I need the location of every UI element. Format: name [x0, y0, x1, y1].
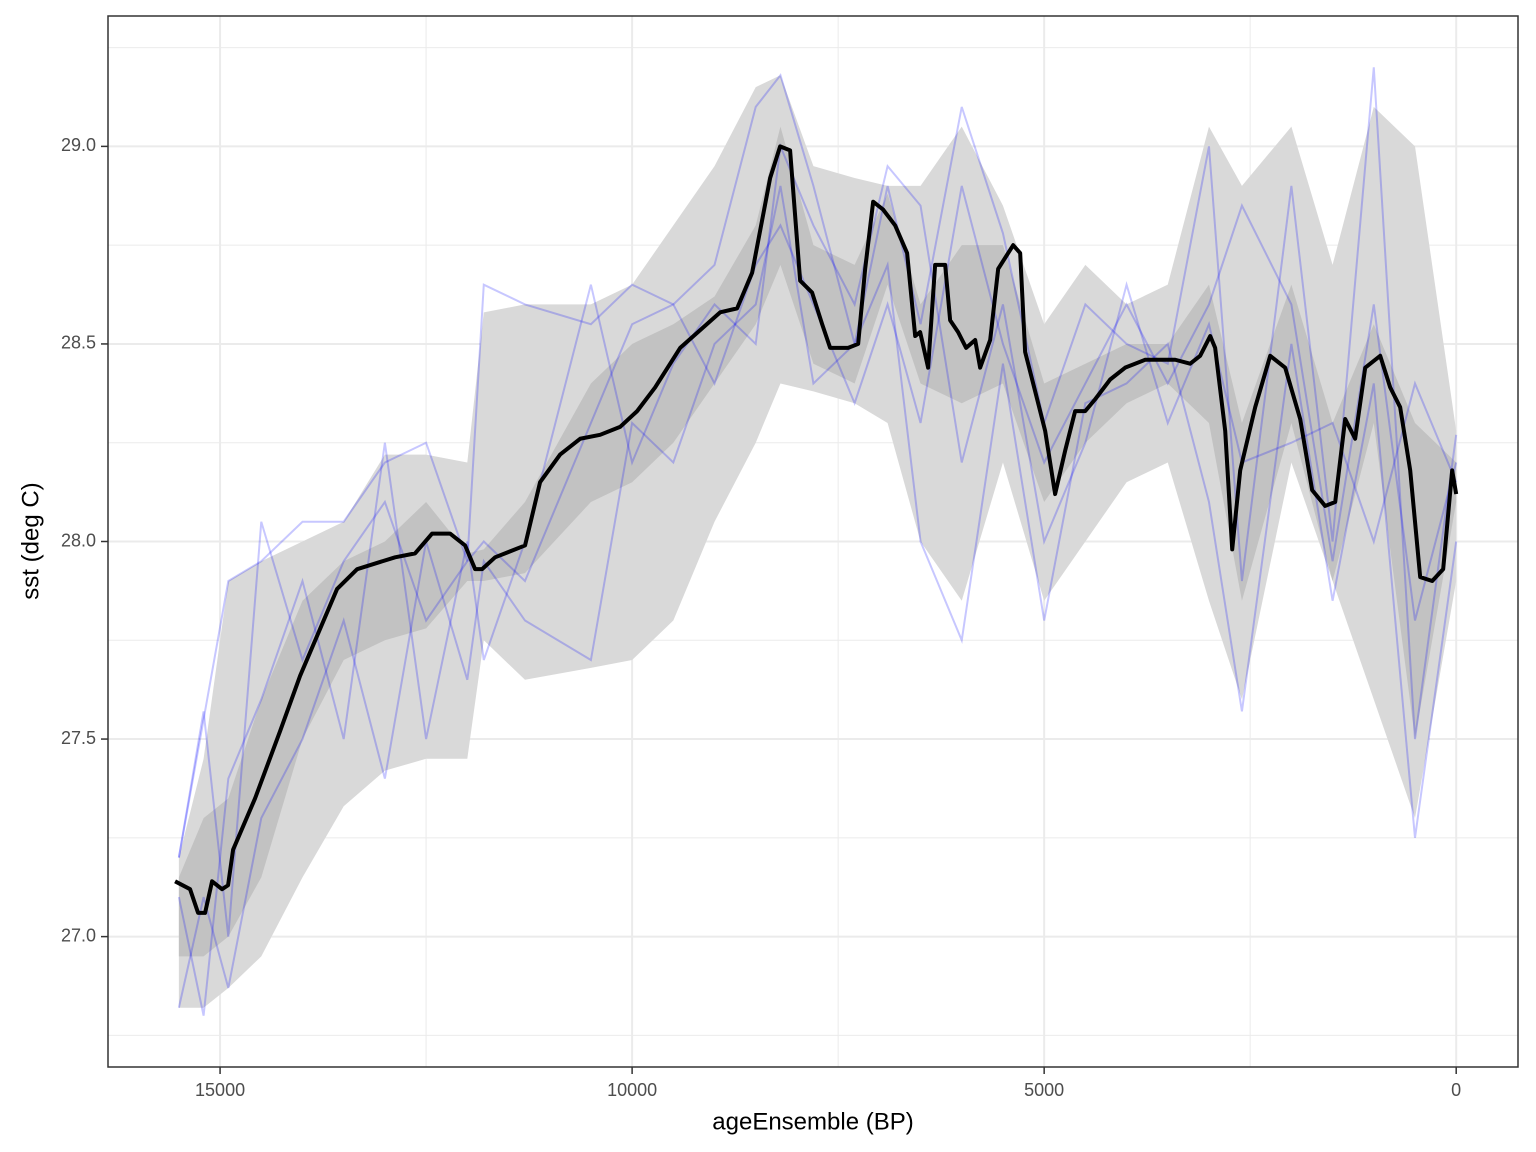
- plot-area: [174, 67, 1459, 1016]
- y-tick-label: 29.0: [61, 135, 96, 155]
- median-line: [174, 144, 1459, 915]
- ensemble-line: [177, 142, 1458, 1016]
- axes: 15000 10000 5000 0 27.0 27.5 28.0 28.5 29.0: [61, 135, 1461, 1100]
- ensemble-line: [177, 67, 1458, 858]
- band-inner: [178, 126, 1457, 957]
- x-tick-label: 10000: [607, 1080, 657, 1100]
- y-tick-label: 27.5: [61, 728, 96, 748]
- x-axis-title: ageEnsemble (BP): [712, 1108, 913, 1135]
- y-tick-label: 28.5: [61, 333, 96, 353]
- y-tick-label: 28.0: [61, 530, 96, 550]
- y-tick-label: 27.0: [61, 925, 96, 945]
- band-outer: [178, 75, 1457, 1008]
- x-tick-label: 0: [1451, 1080, 1461, 1100]
- x-tick-label: 5000: [1024, 1080, 1064, 1100]
- y-axis-title: sst (deg C): [17, 482, 44, 599]
- x-tick-label: 15000: [195, 1080, 245, 1100]
- ensemble-line: [177, 185, 1458, 1008]
